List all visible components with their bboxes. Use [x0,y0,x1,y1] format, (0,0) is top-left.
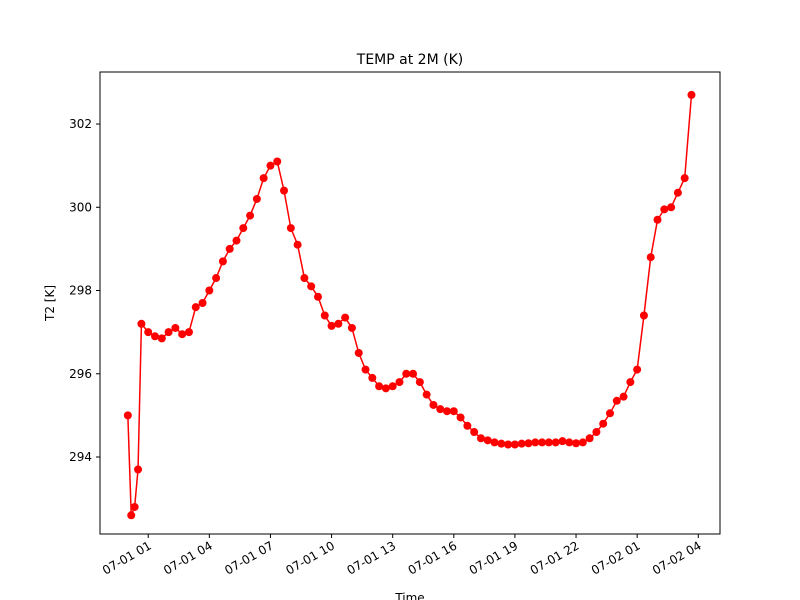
point [266,161,275,170]
point [218,257,227,266]
point [273,157,282,166]
point [347,323,356,332]
point [578,438,587,447]
point [497,439,506,448]
point [127,511,136,520]
point [252,194,261,203]
point [490,438,499,447]
point [205,286,214,295]
point [313,292,322,301]
point [341,313,350,322]
point [633,365,642,374]
point [565,438,574,447]
point [436,405,445,414]
point [232,236,241,245]
point [667,203,676,212]
point [375,382,384,391]
point [592,428,601,437]
point [660,205,669,214]
plot-frame [99,71,721,535]
point [551,438,560,447]
point [381,384,390,393]
point [361,365,370,374]
point [639,311,648,320]
point [171,323,180,332]
point [368,373,377,382]
point [558,437,567,446]
point [599,419,608,428]
y-tick-label: 302 [69,117,92,131]
point [239,224,248,233]
point [134,465,143,474]
point [212,274,221,283]
y-tick-label: 300 [69,200,92,214]
point [144,328,153,337]
point [225,244,234,253]
point [619,392,628,401]
point [524,439,533,448]
point [395,378,404,387]
point [293,240,302,249]
point [517,439,526,448]
point [429,400,438,409]
point [327,321,336,330]
point [443,407,452,416]
point [476,434,485,443]
point [449,407,458,416]
point [422,390,431,399]
point [415,378,424,387]
point [178,330,187,339]
y-tick-label: 296 [69,367,92,381]
y-tick-label: 298 [69,284,92,298]
point [157,334,166,343]
point [402,369,411,378]
y-axis-label: T2 [K] [43,285,57,322]
point [605,409,614,418]
point [626,378,635,387]
point [531,438,540,447]
point [456,413,465,422]
y-tick-label: 294 [69,450,92,464]
point [680,174,689,183]
x-axis-label: Time [394,591,424,600]
point [246,211,255,220]
point [334,319,343,328]
point [130,502,139,511]
point [286,224,295,233]
point [544,438,553,447]
point [191,303,200,312]
point [164,328,173,337]
point [504,440,513,449]
point [409,369,418,378]
point [572,439,581,448]
point [646,253,655,262]
point [151,332,160,341]
chart-title: TEMP at 2M (K) [356,52,463,68]
point [538,438,547,447]
point [470,428,479,437]
point [612,396,621,405]
point [483,436,492,445]
point [137,319,146,328]
point [687,90,696,99]
point [510,440,519,449]
point [388,382,397,391]
point [300,274,309,283]
point [585,434,594,443]
point [653,215,662,224]
point [463,421,472,430]
point [198,299,207,307]
point [354,348,363,357]
point [307,282,316,291]
point [123,411,132,420]
point [280,186,289,195]
point [320,311,329,320]
point [673,188,682,197]
point [184,328,193,337]
point [259,174,268,183]
